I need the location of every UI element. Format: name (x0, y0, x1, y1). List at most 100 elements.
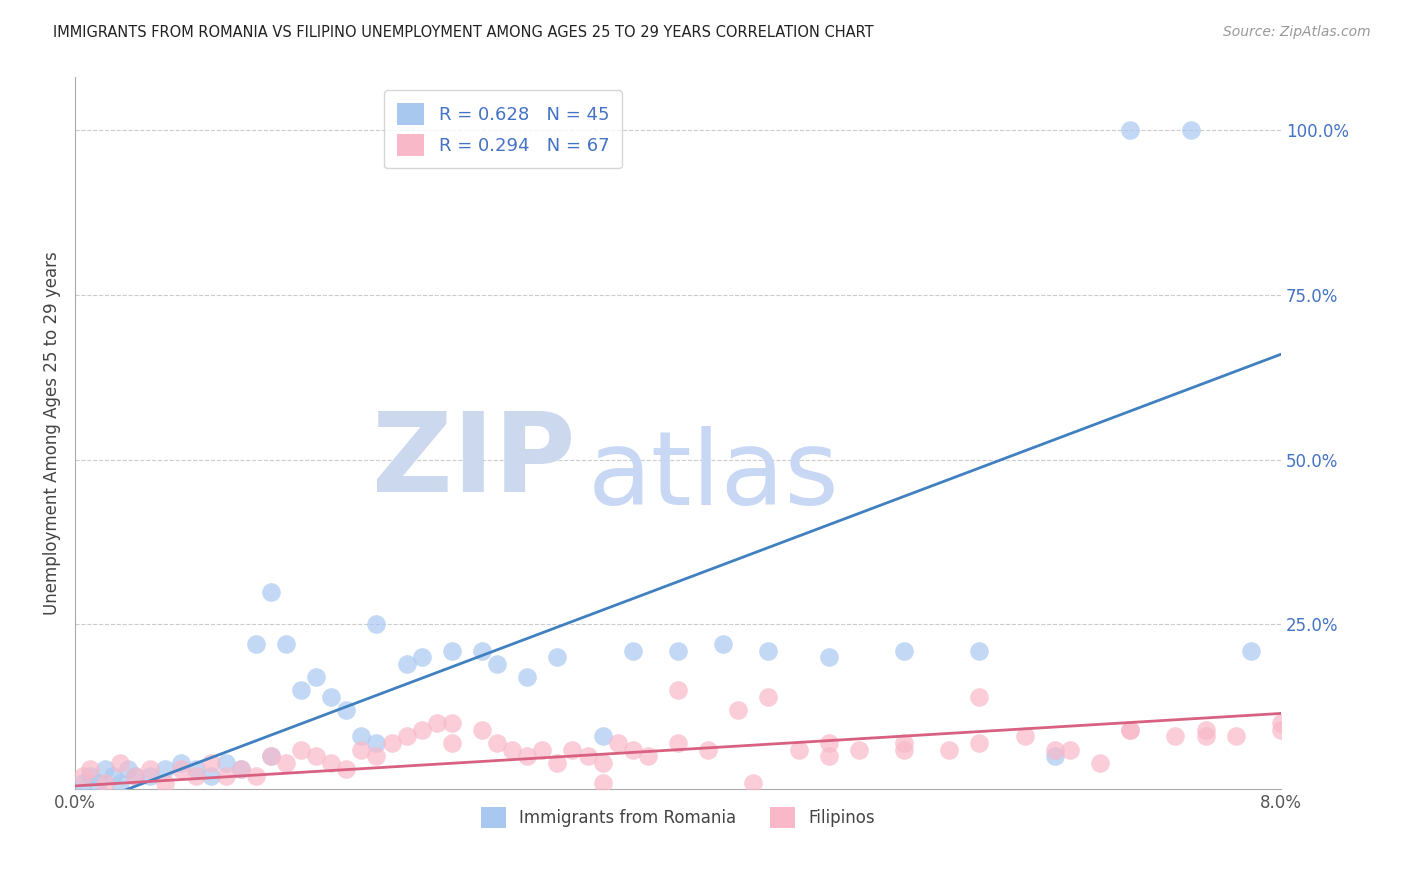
Point (637, 749, 659, 764)
Point (516, 670, 538, 684)
Point (366, 749, 388, 764)
Point (229, 763, 252, 777)
Point (1088, 756, 1111, 770)
Point (576, 749, 599, 764)
Point (1194, 723, 1216, 737)
Point (817, 749, 839, 764)
Point (335, 763, 357, 777)
Point (592, 775, 614, 789)
Point (471, 644, 494, 658)
Point (727, 703, 749, 717)
Point (155, 763, 177, 777)
Point (1164, 730, 1187, 744)
Point (471, 723, 494, 737)
Point (260, 749, 283, 764)
Point (1059, 742, 1081, 756)
Point (350, 742, 373, 756)
Point (893, 736, 915, 750)
Point (787, 742, 810, 756)
Point (1194, 730, 1216, 744)
Point (486, 736, 509, 750)
Point (169, 763, 191, 777)
Point (1043, 749, 1066, 764)
Point (440, 716, 463, 731)
Point (486, 657, 509, 671)
Text: atlas: atlas (588, 425, 839, 526)
Point (1240, 644, 1263, 658)
Point (666, 644, 689, 658)
Point (366, 736, 388, 750)
Point (155, 775, 177, 789)
Point (893, 644, 915, 658)
Point (350, 730, 373, 744)
Point (245, 637, 267, 651)
Point (621, 742, 644, 756)
Point (817, 736, 839, 750)
Point (1014, 730, 1036, 744)
Point (1270, 716, 1292, 731)
Point (200, 769, 222, 783)
Point (117, 763, 139, 777)
Point (938, 742, 960, 756)
Point (169, 756, 191, 770)
Point (184, 769, 207, 783)
Point (110, 756, 132, 770)
Point (621, 644, 644, 658)
Point (245, 769, 267, 783)
Point (501, 742, 523, 756)
Point (101, 769, 124, 783)
Point (711, 637, 734, 651)
Point (94, 763, 117, 777)
Point (274, 756, 297, 770)
Y-axis label: Unemployment Among Ages 25 to 29 years: Unemployment Among Ages 25 to 29 years (44, 252, 60, 615)
Point (94, 775, 117, 789)
Text: Source: ZipAtlas.com: Source: ZipAtlas.com (1223, 25, 1371, 39)
Text: ZIP: ZIP (373, 409, 575, 516)
Point (516, 749, 538, 764)
Point (72, 775, 94, 789)
Point (546, 650, 568, 665)
Point (1119, 723, 1142, 737)
Point (531, 742, 554, 756)
Point (335, 703, 357, 717)
Point (426, 716, 449, 731)
Point (848, 742, 870, 756)
Point (1225, 730, 1247, 744)
Point (290, 683, 312, 698)
Point (666, 736, 689, 750)
Point (215, 756, 238, 770)
Point (366, 617, 388, 632)
Point (893, 742, 915, 756)
Point (274, 637, 297, 651)
Point (79, 763, 101, 777)
Point (1119, 123, 1142, 137)
Point (79, 769, 101, 783)
Point (969, 690, 991, 704)
Point (666, 683, 689, 698)
Point (184, 763, 207, 777)
Point (758, 644, 780, 658)
Point (411, 650, 433, 665)
Point (200, 756, 222, 770)
Point (969, 736, 991, 750)
Point (742, 775, 765, 789)
Point (215, 769, 238, 783)
Point (290, 742, 312, 756)
Point (72, 769, 94, 783)
Point (395, 730, 418, 744)
Point (139, 763, 162, 777)
Point (380, 736, 402, 750)
Point (321, 690, 343, 704)
Text: IMMIGRANTS FROM ROMANIA VS FILIPINO UNEMPLOYMENT AMONG AGES 25 TO 29 YEARS CORRE: IMMIGRANTS FROM ROMANIA VS FILIPINO UNEM… (53, 25, 875, 40)
Point (606, 736, 628, 750)
Point (321, 756, 343, 770)
Point (440, 736, 463, 750)
Point (1119, 723, 1142, 737)
Point (229, 763, 252, 777)
Point (260, 584, 283, 599)
Point (758, 690, 780, 704)
Point (561, 742, 583, 756)
Point (592, 756, 614, 770)
Point (395, 657, 418, 671)
Point (260, 749, 283, 764)
